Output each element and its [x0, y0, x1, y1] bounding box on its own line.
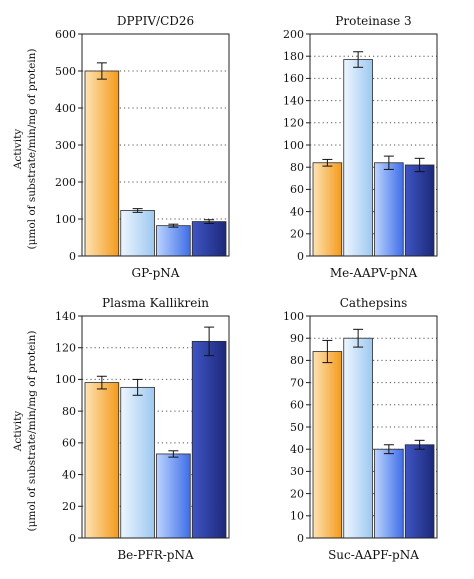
x-axis-label: Suc-AAPF-pNA: [328, 548, 419, 562]
y-tick-label: 120: [55, 342, 76, 355]
bar: [84, 382, 120, 539]
chart-title: Plasma Kallikrein: [102, 296, 209, 310]
x-axis-label: GP-pNA: [132, 266, 180, 280]
bar: [120, 386, 155, 539]
x-axis-label: Me-AAPV-pNA: [330, 266, 418, 280]
bar: [156, 225, 191, 257]
bar: [191, 340, 227, 539]
y-tick-label: 100: [55, 213, 76, 226]
bar: [312, 351, 343, 539]
plot-frame: [81, 33, 230, 257]
y-tick-label: 400: [55, 102, 76, 115]
y-tick-label: 0: [69, 532, 76, 545]
y-tick-label: 40: [290, 443, 304, 456]
y-tick-label: 60: [290, 183, 304, 196]
y-tick-label: 30: [290, 465, 304, 478]
plot-frame: [81, 315, 230, 539]
y-tick-label: 200: [55, 176, 76, 189]
y-tick-label: 80: [62, 405, 76, 418]
y-tick-label: 10: [290, 510, 304, 523]
y-axis-label-top: Activity (μmol of substrate/min/mg of pr…: [11, 19, 39, 279]
bar: [374, 162, 404, 257]
y-tick-label: 100: [55, 373, 76, 386]
y-axis-label-bottom: Activity (μmol of substrate/min/mg of pr…: [11, 301, 39, 561]
bar: [312, 162, 343, 257]
chart-title: DPPIV/CD26: [117, 14, 194, 28]
bar: [120, 210, 155, 257]
y-axis-label-line2: (μmol of substrate/min/mg of protein): [26, 330, 38, 532]
y-tick-label: 80: [290, 354, 304, 367]
y-tick-label: 40: [290, 205, 304, 218]
bar: [343, 337, 373, 539]
y-axis-label-line1: Activity: [12, 128, 24, 170]
y-tick-label: 180: [283, 50, 304, 63]
y-axis-label-line1: Activity: [12, 410, 24, 452]
bar: [404, 164, 435, 257]
y-tick-label: 200: [283, 28, 304, 41]
plot-frame: [309, 33, 438, 257]
y-tick-label: 40: [62, 468, 76, 481]
y-tick-label: 70: [290, 376, 304, 389]
bar: [374, 448, 404, 539]
y-tick-label: 50: [290, 421, 304, 434]
y-tick-label: 20: [290, 487, 304, 500]
y-tick-label: 160: [283, 72, 304, 85]
y-tick-label: 20: [62, 500, 76, 513]
bar: [404, 444, 435, 539]
chart-title: Proteinase 3: [335, 14, 411, 28]
y-tick-label: 100: [283, 139, 304, 152]
y-tick-label: 120: [283, 117, 304, 130]
chart-title: Cathepsins: [340, 296, 408, 310]
y-tick-label: 600: [55, 28, 76, 41]
y-tick-label: 500: [55, 65, 76, 78]
y-tick-label: 0: [69, 250, 76, 263]
x-axis-label: Be-PFR-pNA: [117, 548, 194, 562]
y-tick-label: 90: [290, 332, 304, 345]
y-tick-label: 100: [283, 310, 304, 323]
y-tick-label: 60: [62, 437, 76, 450]
bar: [84, 70, 120, 257]
plot-frame: [309, 315, 438, 539]
y-tick-label: 20: [290, 228, 304, 241]
y-tick-label: 0: [297, 532, 304, 545]
y-tick-label: 140: [283, 94, 304, 107]
y-axis-label-line2: (μmol of substrate/min/mg of protein): [26, 48, 38, 250]
y-tick-label: 80: [290, 161, 304, 174]
bar: [191, 221, 227, 257]
y-tick-label: 60: [290, 399, 304, 412]
y-tick-label: 300: [55, 139, 76, 152]
y-tick-label: 0: [297, 250, 304, 263]
bar: [343, 59, 373, 257]
bar: [156, 453, 191, 539]
y-tick-label: 140: [55, 310, 76, 323]
